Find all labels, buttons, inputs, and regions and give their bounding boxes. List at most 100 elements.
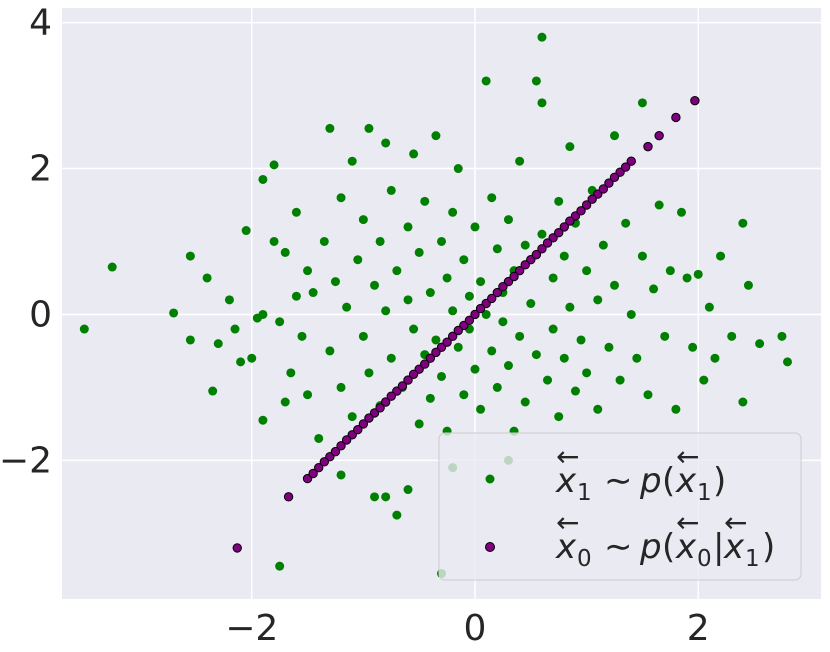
x-tick-labels: −2 0 2 bbox=[225, 608, 709, 649]
legend-2-arrow3: ← bbox=[724, 506, 747, 539]
series-2-point bbox=[464, 315, 475, 325]
legend-2-x3: x bbox=[723, 527, 745, 567]
series-2-point bbox=[358, 419, 369, 429]
x-tick-label: −2 bbox=[225, 608, 278, 649]
series-1-point bbox=[738, 397, 748, 407]
legend-2-x2: x bbox=[675, 527, 697, 567]
series-1-point bbox=[777, 331, 787, 341]
series-1-point bbox=[409, 149, 419, 159]
legend-2-sub2: 0 bbox=[697, 546, 712, 572]
series-2-point bbox=[336, 441, 346, 451]
series-1-point bbox=[481, 76, 491, 86]
series-2-point bbox=[397, 381, 408, 391]
series-2-point bbox=[453, 325, 463, 336]
series-1-point bbox=[286, 368, 296, 378]
series-1-point bbox=[370, 492, 380, 502]
legend-2-sub: 0 bbox=[577, 546, 592, 572]
series-1-point bbox=[503, 361, 513, 371]
series-2-point bbox=[509, 271, 519, 282]
series-2-point bbox=[283, 492, 294, 502]
series-1-point bbox=[464, 291, 474, 301]
series-1-point bbox=[414, 247, 424, 257]
series-1-point bbox=[291, 291, 301, 301]
series-2-point bbox=[431, 347, 441, 358]
series-1-point bbox=[448, 207, 458, 217]
series-1-point bbox=[392, 266, 402, 276]
series-1-point bbox=[241, 226, 251, 236]
series-1-point bbox=[671, 404, 681, 414]
series-2-point bbox=[364, 413, 374, 423]
series-1-point bbox=[358, 215, 368, 225]
series-2-point bbox=[542, 238, 553, 248]
series-1-point bbox=[676, 207, 686, 217]
series-2-point bbox=[380, 397, 391, 407]
series-1-point bbox=[291, 207, 301, 217]
series-2-point bbox=[408, 369, 419, 379]
series-1-point bbox=[481, 309, 491, 319]
series-1-point bbox=[610, 131, 620, 141]
series-1-point bbox=[453, 342, 463, 352]
series-1-point bbox=[604, 342, 614, 352]
series-1-point bbox=[520, 397, 530, 407]
legend-1-sub: 1 bbox=[577, 480, 592, 506]
series-1-point bbox=[358, 331, 368, 341]
series-2-point bbox=[604, 178, 614, 188]
series-1-point bbox=[336, 470, 346, 480]
legend-1-sim: ∼ bbox=[604, 461, 633, 501]
series-1-point bbox=[738, 218, 748, 228]
series-1-point bbox=[353, 255, 363, 265]
series-2-point bbox=[232, 543, 242, 553]
series-2-point bbox=[386, 391, 396, 401]
series-1-point bbox=[654, 200, 664, 210]
series-1-point bbox=[537, 229, 547, 239]
series-1-point bbox=[342, 302, 352, 312]
series-1-point bbox=[230, 324, 240, 334]
series-1-point bbox=[470, 222, 480, 232]
legend-1-x2: x bbox=[675, 461, 697, 501]
series-1-point bbox=[704, 302, 714, 312]
series-2-point bbox=[420, 359, 430, 369]
series-1-point bbox=[314, 433, 324, 443]
y-tick-label: 0 bbox=[29, 294, 52, 335]
series-1-point bbox=[621, 218, 631, 228]
series-1-point bbox=[610, 280, 620, 290]
series-1-point bbox=[487, 346, 497, 356]
series-1-point bbox=[386, 353, 396, 363]
series-2-point bbox=[498, 282, 508, 292]
series-1-point bbox=[107, 262, 117, 272]
series-1-point bbox=[431, 131, 441, 141]
legend-1-paren-open: ( bbox=[662, 461, 675, 501]
series-2-point bbox=[576, 206, 586, 216]
series-1-point bbox=[386, 185, 396, 195]
series-1-point bbox=[381, 492, 391, 502]
legend-box bbox=[438, 432, 802, 581]
series-1-point bbox=[576, 335, 586, 345]
series-1-point bbox=[453, 164, 463, 174]
series-1-point bbox=[582, 368, 592, 378]
legend-2-paren-close: ) bbox=[762, 527, 775, 567]
y-tick-label: −2 bbox=[0, 440, 52, 481]
series-1-point bbox=[308, 288, 318, 298]
series-1-point bbox=[783, 357, 793, 367]
series-2-point bbox=[587, 194, 597, 204]
series-2-point bbox=[470, 309, 480, 320]
series-2-point bbox=[626, 156, 636, 166]
series-1-point bbox=[531, 350, 541, 360]
series-1-point bbox=[699, 375, 709, 385]
series-1-point bbox=[236, 357, 246, 367]
series-1-point bbox=[392, 510, 402, 520]
series-1-point bbox=[330, 277, 340, 287]
series-1-point bbox=[437, 371, 446, 381]
series-1-point bbox=[570, 386, 580, 396]
series-1-point bbox=[520, 240, 530, 250]
series-2-point bbox=[475, 303, 486, 314]
series-1-point bbox=[442, 273, 452, 283]
series-2-point bbox=[403, 375, 413, 385]
series-1-point bbox=[448, 306, 458, 316]
legend-2-arrow: ← bbox=[556, 506, 579, 539]
series-1-point bbox=[492, 382, 502, 392]
series-1-point bbox=[559, 353, 569, 363]
y-tick-label: 2 bbox=[29, 149, 52, 190]
series-1-point bbox=[336, 382, 346, 392]
